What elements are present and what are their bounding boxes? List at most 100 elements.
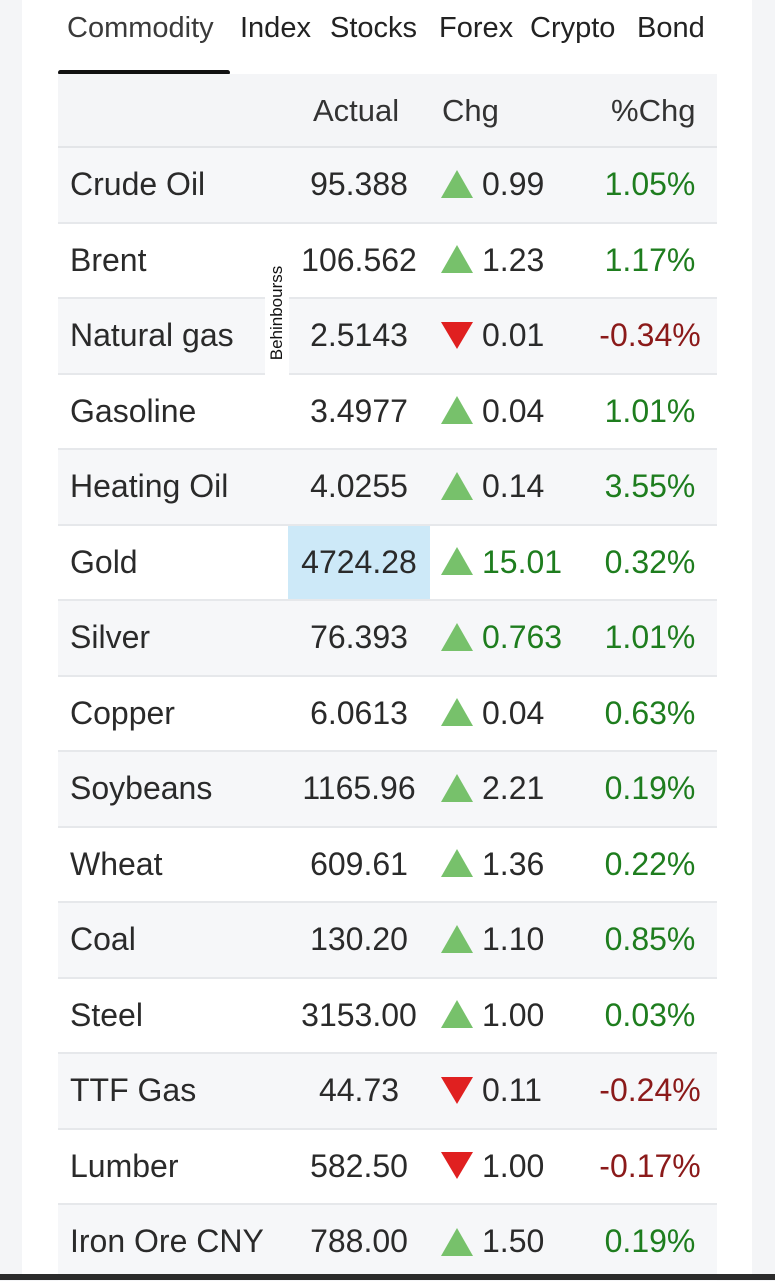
row-chg: 1.10 [482, 921, 545, 957]
table-row[interactable]: Heating Oil 4.0255 0.14 3.55% [58, 450, 717, 526]
tab-stocks[interactable]: Stocks [330, 12, 418, 44]
row-name: Natural gas [70, 317, 234, 353]
down-arrow-icon [440, 1075, 474, 1105]
up-arrow-icon [440, 471, 474, 501]
table-row[interactable]: Copper 6.0613 0.04 0.63% [58, 676, 717, 752]
up-arrow-icon [440, 924, 474, 954]
row-pct-chg: 0.03% [604, 996, 696, 1033]
row-actual: 4724.28 [288, 525, 430, 599]
table-row[interactable]: Wheat 609.61 1.36 0.22% [58, 827, 717, 903]
table-row[interactable]: TTF Gas 44.73 0.11 -0.24% [58, 1054, 717, 1130]
table-row[interactable]: Natural gas 2.5143 0.01 -0.34% [58, 299, 717, 375]
active-tab-indicator [58, 70, 230, 75]
row-pct-chg: 1.17% [604, 241, 696, 278]
row-name: Heating Oil [70, 468, 229, 504]
row-name: Silver [70, 619, 151, 655]
row-name: Copper [70, 694, 175, 731]
up-arrow-icon [440, 546, 474, 576]
row-pct-chg: 0.19% [604, 770, 696, 806]
row-pct-chg: -0.24% [599, 1072, 701, 1108]
row-chg: 0.04 [482, 392, 545, 429]
row-chg: 0.763 [482, 619, 563, 655]
row-actual: 44.73 [318, 1072, 400, 1108]
up-arrow-icon [440, 622, 474, 652]
table-row[interactable]: Soybeans 1165.96 2.21 0.19% [58, 752, 717, 828]
row-chg: 0.01 [482, 317, 545, 353]
up-arrow-icon [440, 1227, 474, 1257]
row-actual: 6.0613 [310, 694, 408, 731]
row-actual: 609.61 [310, 845, 408, 882]
system-nav-bar [0, 1274, 775, 1280]
table-row[interactable]: Gasoline 3.4977 0.04 1.01% [58, 374, 717, 450]
row-pct-chg: 0.19% [604, 1223, 696, 1259]
up-arrow-icon [440, 773, 474, 803]
row-name: Lumber [70, 1147, 179, 1184]
table-header: Actual Chg %Chg [58, 74, 717, 148]
row-name: Wheat [70, 845, 163, 882]
up-arrow-icon [440, 848, 474, 878]
commodity-page: Commodity Index Stocks Forex Crypto Bond… [22, 0, 752, 1281]
row-pct-chg: 3.55% [604, 468, 696, 504]
header-actual[interactable]: Actual [313, 93, 400, 128]
tab-commodity[interactable]: Commodity [67, 12, 214, 44]
row-chg: 1.50 [482, 1223, 545, 1259]
row-actual: 2.5143 [310, 317, 408, 353]
up-arrow-icon [440, 395, 474, 425]
table-row[interactable]: Silver 76.393 0.763 1.01% [58, 601, 717, 677]
tab-crypto[interactable]: Crypto [530, 12, 616, 44]
row-pct-chg: 1.01% [604, 392, 696, 429]
row-chg: 2.21 [482, 770, 545, 806]
row-name: Iron Ore CNY [70, 1223, 264, 1259]
down-arrow-icon [440, 320, 474, 350]
row-name: Gasoline [70, 392, 197, 429]
row-actual: 3153.00 [301, 996, 417, 1033]
row-pct-chg: 0.85% [604, 921, 696, 957]
row-chg: 1.00 [482, 996, 545, 1033]
watermark-text: Behinbourss [267, 265, 286, 361]
watermark: Behinbourss [265, 250, 289, 376]
row-actual: 76.393 [310, 619, 408, 655]
row-chg: 0.11 [482, 1072, 542, 1108]
table-body: Crude Oil 95.388 0.99 1.05% Brent 106.562 1.23… [58, 148, 717, 1281]
up-arrow-icon [440, 169, 474, 199]
table-row[interactable]: Crude Oil 95.388 0.99 1.05% [58, 148, 717, 224]
row-actual: 582.50 [310, 1147, 408, 1184]
market-tabs: Commodity Index Stocks Forex Crypto Bond [22, 0, 752, 76]
row-chg: 1.23 [482, 241, 545, 278]
table-row[interactable]: Coal 130.20 1.10 0.85% [58, 903, 717, 979]
header-pct-chg[interactable]: %Chg [611, 93, 696, 128]
row-pct-chg: 1.05% [604, 166, 696, 202]
table-row[interactable]: Steel 3153.00 1.00 0.03% [58, 978, 717, 1054]
table-row[interactable]: Iron Ore CNY 788.00 1.50 0.19% [58, 1205, 717, 1281]
row-name: Crude Oil [70, 166, 206, 202]
table-row[interactable]: Gold 4724.28 15.01 0.32% [58, 525, 717, 601]
commodity-table: Actual Chg %Chg Crude Oil 95.388 0.99 1.05%… [58, 74, 717, 1281]
row-pct-chg: 0.32% [604, 543, 696, 580]
row-chg: 0.14 [482, 468, 545, 504]
row-chg: 0.99 [482, 166, 545, 202]
tab-forex[interactable]: Forex [439, 12, 514, 44]
row-pct-chg: -0.17% [599, 1147, 701, 1184]
row-actual: 95.388 [310, 166, 408, 202]
row-chg: 0.04 [482, 694, 545, 731]
row-pct-chg: 0.22% [604, 845, 696, 882]
row-actual: 4.0255 [310, 468, 408, 504]
row-name: TTF Gas [70, 1072, 197, 1108]
up-arrow-icon [440, 697, 474, 727]
row-name: Gold [70, 543, 138, 580]
table-row[interactable]: Lumber 582.50 1.00 -0.17% [58, 1129, 717, 1205]
row-actual: 106.562 [301, 241, 417, 278]
header-chg[interactable]: Chg [442, 93, 499, 128]
down-arrow-icon [440, 1150, 474, 1180]
row-chg: 1.00 [482, 1147, 545, 1184]
row-actual: 3.4977 [310, 392, 408, 429]
tab-bond[interactable]: Bond [637, 12, 705, 44]
tab-index[interactable]: Index [240, 12, 311, 44]
row-actual: 1165.96 [302, 770, 416, 806]
table-row[interactable]: Brent 106.562 1.23 1.17% [58, 223, 717, 299]
row-pct-chg: 1.01% [604, 619, 696, 655]
row-chg: 15.01 [482, 543, 563, 580]
up-arrow-icon [440, 999, 474, 1029]
row-name: Soybeans [70, 770, 213, 806]
row-name: Coal [70, 921, 136, 957]
